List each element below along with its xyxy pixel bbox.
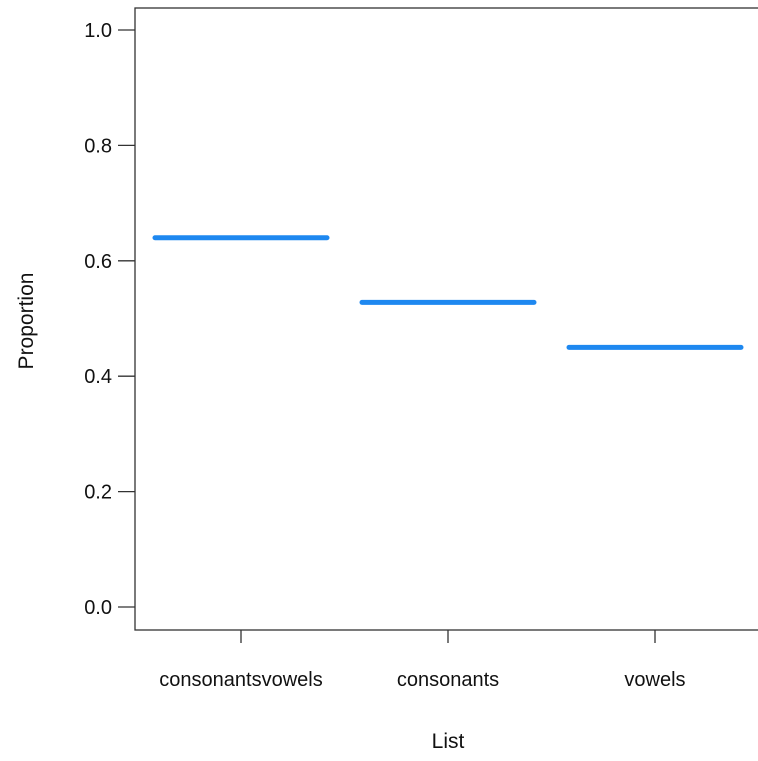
y-tick-label: 0.6 bbox=[84, 251, 112, 273]
x-axis-title: List bbox=[432, 730, 465, 753]
y-tick-label: 0.2 bbox=[84, 482, 112, 504]
plot-frame bbox=[134, 7, 758, 631]
y-tick-label: 0.8 bbox=[84, 135, 112, 157]
data-series bbox=[152, 235, 744, 350]
y-axis-title: Proportion bbox=[15, 273, 38, 370]
y-tick-label: 0.0 bbox=[84, 597, 112, 619]
x-tick-label: consonants bbox=[397, 669, 499, 691]
y-tick-label: 0.4 bbox=[84, 366, 112, 388]
x-axis: consonantsvowels consonants vowels bbox=[159, 630, 686, 691]
y-axis: 0.0 0.2 0.4 0.6 0.8 1.0 bbox=[84, 20, 135, 619]
x-tick-label: vowels bbox=[624, 669, 685, 691]
x-tick-label: consonantsvowels bbox=[159, 669, 322, 691]
y-tick-label: 1.0 bbox=[84, 20, 112, 42]
